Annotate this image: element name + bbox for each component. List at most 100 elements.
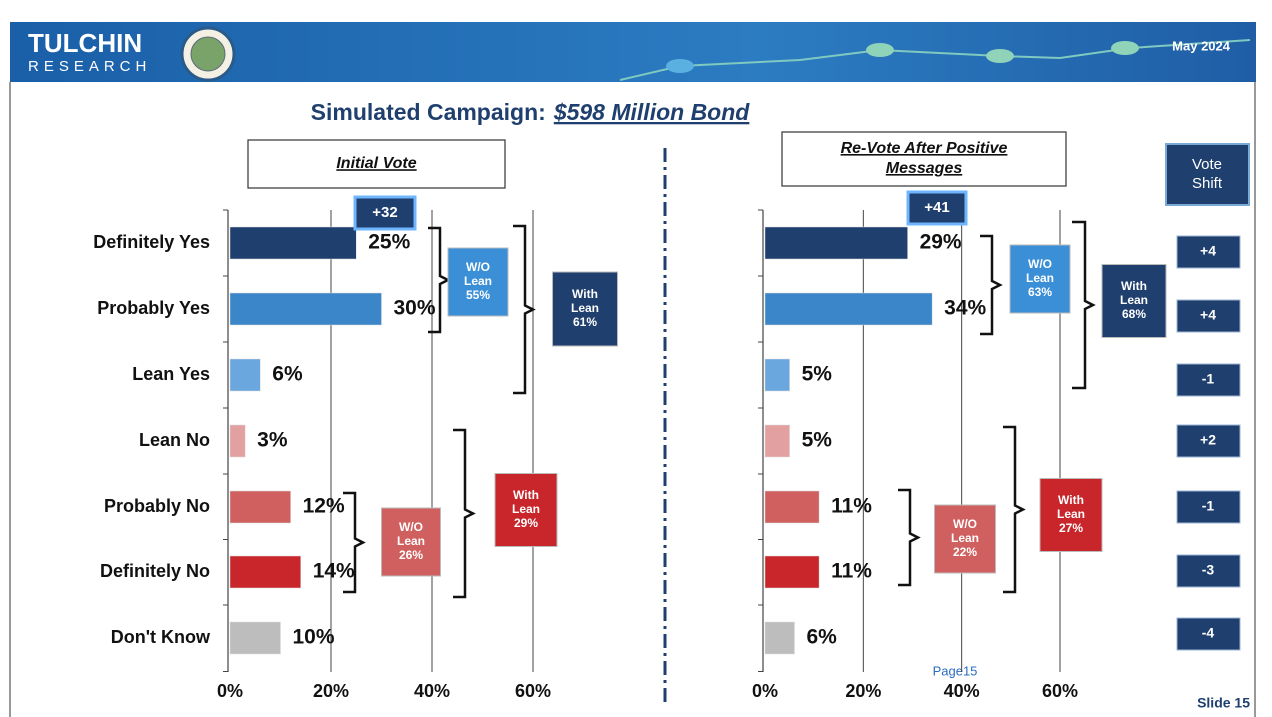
- charts: Definitely Yes Probably Yes Lean Yes Lean N…: [93, 131, 1241, 701]
- annotation-box: [494, 473, 558, 547]
- vote-shift-box: [1176, 363, 1241, 397]
- annotation-box: [1039, 478, 1103, 552]
- annotation-box: [906, 190, 968, 226]
- annotation-text: With: [1058, 493, 1084, 507]
- bar: [764, 490, 820, 524]
- category-label: Definitely No: [100, 561, 210, 581]
- annotation-text: Lean: [951, 531, 979, 545]
- bar: [229, 358, 261, 392]
- annotation-text: Lean: [1057, 507, 1085, 521]
- chart-title-line: Messages: [886, 160, 963, 177]
- title: Simulated Campaign: $598 Million Bond: [311, 99, 751, 125]
- annotation-box: [1101, 264, 1167, 338]
- vote-shift-value: +4: [1200, 307, 1216, 323]
- bracket: [980, 234, 1003, 336]
- vote-shift-title-line: Vote: [1192, 156, 1222, 173]
- vote-shift-box: [1176, 617, 1241, 651]
- header-dot: [986, 49, 1014, 63]
- bracket: [513, 224, 536, 395]
- annotation-box: [447, 247, 509, 317]
- vote-shift-header: [1165, 143, 1250, 206]
- bar: [764, 226, 908, 260]
- vote-shift-value: -1: [1202, 498, 1215, 514]
- chart-title-box: [247, 139, 506, 189]
- annotation-text: With: [1121, 279, 1147, 293]
- vote-shift-value: +2: [1200, 432, 1216, 448]
- annotation-text: +41: [924, 199, 949, 216]
- x-tick-label: 60%: [1042, 681, 1078, 701]
- category-label: Probably Yes: [97, 298, 210, 318]
- annotation-text: 61%: [573, 315, 597, 329]
- x-tick-label: 40%: [944, 681, 980, 701]
- logo-bottom: RESEARCH: [28, 58, 151, 75]
- annotation-text: Lean: [512, 502, 540, 516]
- value-label: 6%: [272, 363, 303, 386]
- annotation-text: With: [572, 287, 598, 301]
- value-label: 12%: [303, 495, 345, 518]
- bar: [764, 358, 790, 392]
- slide-number: Slide 15: [1197, 695, 1250, 711]
- category-label: Don't Know: [111, 627, 211, 647]
- category-label: Lean No: [139, 430, 210, 450]
- logo-top: TULCHIN: [28, 28, 142, 58]
- category-label: Lean Yes: [132, 364, 210, 384]
- x-tick-label: 20%: [313, 681, 349, 701]
- value-label: 11%: [831, 560, 872, 583]
- x-tick-label: 20%: [845, 681, 881, 701]
- annotation-box: [934, 504, 996, 574]
- annotation-text: 29%: [514, 516, 538, 530]
- chart-title-line: Re-Vote After Positive: [841, 140, 1008, 157]
- bar: [229, 621, 281, 655]
- bracket: [453, 428, 476, 599]
- annotation-box: [1009, 244, 1071, 314]
- bar: [764, 424, 790, 458]
- chart-title: Initial Vote: [336, 155, 416, 172]
- annotation-text: Lean: [464, 274, 492, 288]
- annotation-box: [353, 195, 417, 231]
- value-label: 30%: [394, 297, 436, 320]
- header-dot: [1111, 41, 1139, 55]
- chart-title-box: [781, 131, 1067, 187]
- category-label: Definitely Yes: [93, 232, 210, 252]
- page-label: Page15: [933, 663, 978, 678]
- vote-shift-box: [1176, 554, 1241, 588]
- x-tick-label: 0%: [217, 681, 243, 701]
- annotation-text: 26%: [399, 548, 423, 562]
- vote-shift-box: [1176, 299, 1241, 333]
- annotation-text: 63%: [1028, 285, 1052, 299]
- vote-shift-value: +4: [1200, 243, 1216, 259]
- annotation-text: 27%: [1059, 521, 1083, 535]
- vote-shift-title-line: Shift: [1192, 175, 1223, 192]
- header-date: May 2024: [1172, 38, 1231, 53]
- bar: [229, 226, 357, 260]
- bracket: [343, 491, 366, 594]
- annotation-text: W/O: [1028, 257, 1052, 271]
- title-prefix: Simulated Campaign:: [311, 99, 546, 125]
- header-dot: [666, 59, 694, 73]
- vote-shift-value: -3: [1202, 562, 1215, 578]
- value-label: 6%: [807, 626, 838, 649]
- annotation-text: With: [513, 488, 539, 502]
- vote-shift-value: -1: [1202, 371, 1215, 387]
- value-label: 25%: [368, 231, 410, 254]
- value-label: 3%: [257, 429, 288, 452]
- value-label: 5%: [802, 363, 833, 386]
- annotation-box: [381, 507, 441, 577]
- bar: [764, 621, 795, 655]
- bar: [229, 490, 291, 524]
- annotation-text: Lean: [1120, 293, 1148, 307]
- x-tick-label: 60%: [515, 681, 551, 701]
- bar: [229, 292, 382, 326]
- x-tick-label: 40%: [414, 681, 450, 701]
- annotation-text: 55%: [466, 288, 490, 302]
- annotation-text: Lean: [571, 301, 599, 315]
- vote-shift-title: Vote Shift: [1192, 156, 1223, 192]
- bracket: [898, 488, 921, 587]
- value-label: 11%: [831, 495, 872, 518]
- annotation-text: W/O: [466, 260, 490, 274]
- bar: [229, 424, 246, 458]
- category-label: Probably No: [104, 496, 210, 516]
- title-emphasis: $598 Million Bond: [553, 99, 750, 125]
- bar: [764, 555, 820, 589]
